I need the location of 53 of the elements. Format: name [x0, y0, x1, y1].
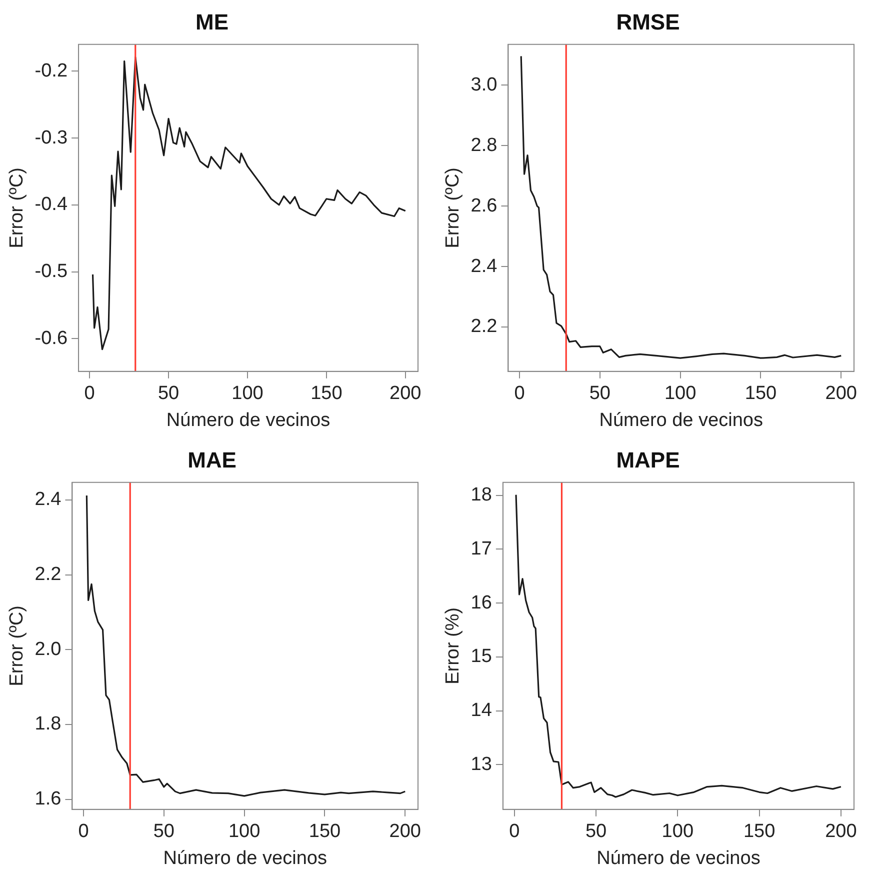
x-tick-label: 0 [509, 821, 520, 842]
x-tick-label: 150 [744, 383, 777, 404]
y-tick-label: 1.8 [34, 714, 62, 735]
x-tick-label: 100 [662, 821, 694, 842]
x-axis-title: Número de vecinos [596, 848, 760, 869]
y-tick-label: 2.2 [470, 316, 498, 338]
y-tick-label: -0.3 [34, 127, 68, 148]
x-tick-label: 200 [390, 383, 422, 404]
x-tick-label: 0 [514, 383, 525, 404]
y-tick-label: -0.6 [34, 328, 68, 349]
x-tick-label: 50 [158, 383, 180, 404]
x-tick-label: 100 [664, 383, 696, 404]
chart-title: MAPE [616, 447, 680, 472]
x-axis-title: Número de vecinos [599, 410, 763, 431]
x-axis-title: Número de vecinos [166, 410, 330, 431]
y-tick-label: 2.6 [470, 195, 498, 216]
y-tick-label: 2.4 [470, 256, 498, 277]
y-tick-label: 16 [470, 592, 492, 614]
y-tick-label: 2.0 [34, 638, 62, 660]
y-tick-label: 3.0 [470, 74, 498, 96]
y-tick-label: 14 [470, 700, 492, 722]
y-tick-label: 2.4 [34, 489, 62, 510]
x-tick-label: 200 [825, 821, 857, 842]
y-tick-label: 2.8 [470, 134, 498, 156]
y-tick-label: 13 [470, 754, 492, 775]
y-tick-label: -0.4 [34, 194, 68, 216]
x-tick-label: 50 [585, 821, 607, 842]
x-tick-label: 0 [78, 821, 89, 842]
x-tick-label: 50 [589, 383, 610, 404]
chart-title: RMSE [616, 9, 680, 34]
x-tick-label: 50 [153, 821, 174, 842]
y-tick-label: 17 [470, 538, 492, 560]
x-tick-label: 150 [310, 383, 342, 404]
chart-title: MAE [188, 447, 236, 472]
y-axis-title: Error (ºC) [6, 605, 28, 686]
x-tick-label: 100 [232, 383, 264, 404]
y-tick-label: 2.2 [34, 564, 62, 586]
x-axis-title: Número de vecinos [163, 848, 327, 869]
x-tick-label: 150 [743, 821, 776, 842]
y-tick-label: 15 [470, 646, 492, 668]
x-tick-label: 200 [825, 383, 857, 404]
chart-title: ME [196, 9, 228, 34]
y-tick-label: -0.5 [34, 260, 68, 282]
x-tick-label: 0 [84, 383, 95, 404]
x-tick-label: 100 [228, 821, 260, 842]
y-axis-title: Error (ºC) [6, 167, 28, 248]
y-tick-label: -0.2 [34, 60, 68, 82]
x-tick-label: 200 [389, 821, 421, 842]
y-tick-label: 18 [470, 484, 492, 506]
y-tick-label: 1.6 [34, 788, 62, 810]
y-axis-title: Error (ºC) [442, 167, 464, 248]
x-tick-label: 150 [308, 821, 341, 842]
y-axis-title: Error (%) [442, 607, 464, 684]
